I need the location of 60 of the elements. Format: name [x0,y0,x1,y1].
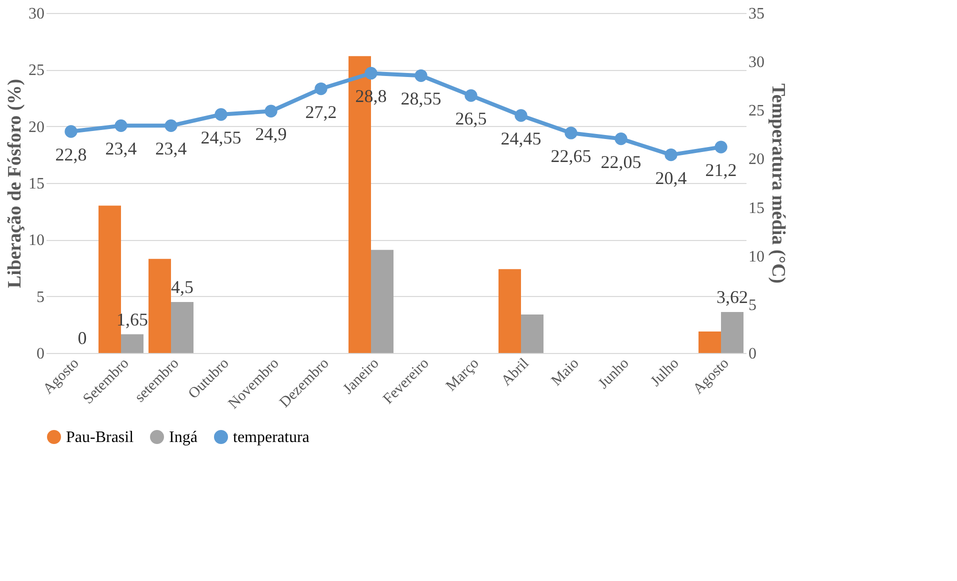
bar [521,314,544,353]
data-label: 21,2 [705,160,737,180]
bar [698,331,721,353]
y2-tick-label: 5 [748,296,756,314]
data-label: 24,55 [200,128,242,148]
legend-label: Pau-Brasil [66,429,134,446]
bar [121,334,144,353]
point [64,125,78,138]
data-label: 26,5 [455,108,487,129]
y-tick-label: 30 [28,6,44,22]
point [114,119,128,132]
y-tick-label: 0 [36,346,44,362]
data-label: 23,4 [105,138,137,159]
bar [371,250,394,353]
y-tick-label: 15 [28,176,44,192]
point [714,140,728,154]
y2-tick-label: 35 [748,6,764,22]
data-label: 27,2 [305,102,337,122]
y-tick-label: 5 [36,288,44,306]
data-label: 22,8 [55,144,87,165]
y2-tick-label: 25 [748,102,764,120]
data-label: 4,5 [171,277,194,297]
bar [498,269,521,353]
bar [721,312,744,353]
point [214,108,228,121]
y2-tick-label: 30 [748,54,764,72]
y-tick-label: 10 [28,232,44,250]
legend-label: Ingá [169,429,198,446]
point [514,109,528,122]
y-tick-label: 25 [28,62,44,80]
point [164,119,178,132]
data-label: 20,4 [655,168,687,188]
legend-label: temperatura [233,429,310,446]
data-label: 24,45 [500,128,542,148]
point [314,82,328,96]
data-label: 23,4 [155,138,187,159]
y-axis-title: Liberação de Fósforo (%) [4,78,26,288]
data-label: 28,8 [355,86,387,106]
data-label: 0 [78,328,87,348]
y2-tick-label: 10 [748,248,764,266]
point [664,148,678,162]
bar [148,258,171,353]
data-label: 3,62 [716,286,748,307]
x-tick-label: Maio [548,356,582,390]
data-label: 24,9 [255,124,287,144]
data-label: 28,55 [400,88,442,109]
y-tick-label: 20 [28,118,44,136]
point [264,104,278,118]
y2-tick-label: 0 [748,346,756,362]
y2-tick-label: 15 [748,200,764,217]
data-label: 22,65 [550,146,592,166]
bar [171,302,194,353]
point [564,126,578,140]
y2-tick-label: 20 [748,151,764,168]
data-label: 22,05 [600,152,642,172]
point [614,132,628,146]
point [464,89,478,102]
point [414,69,428,82]
y2-axis-title: Temperatura média (°C) [768,83,788,284]
point [364,66,378,80]
